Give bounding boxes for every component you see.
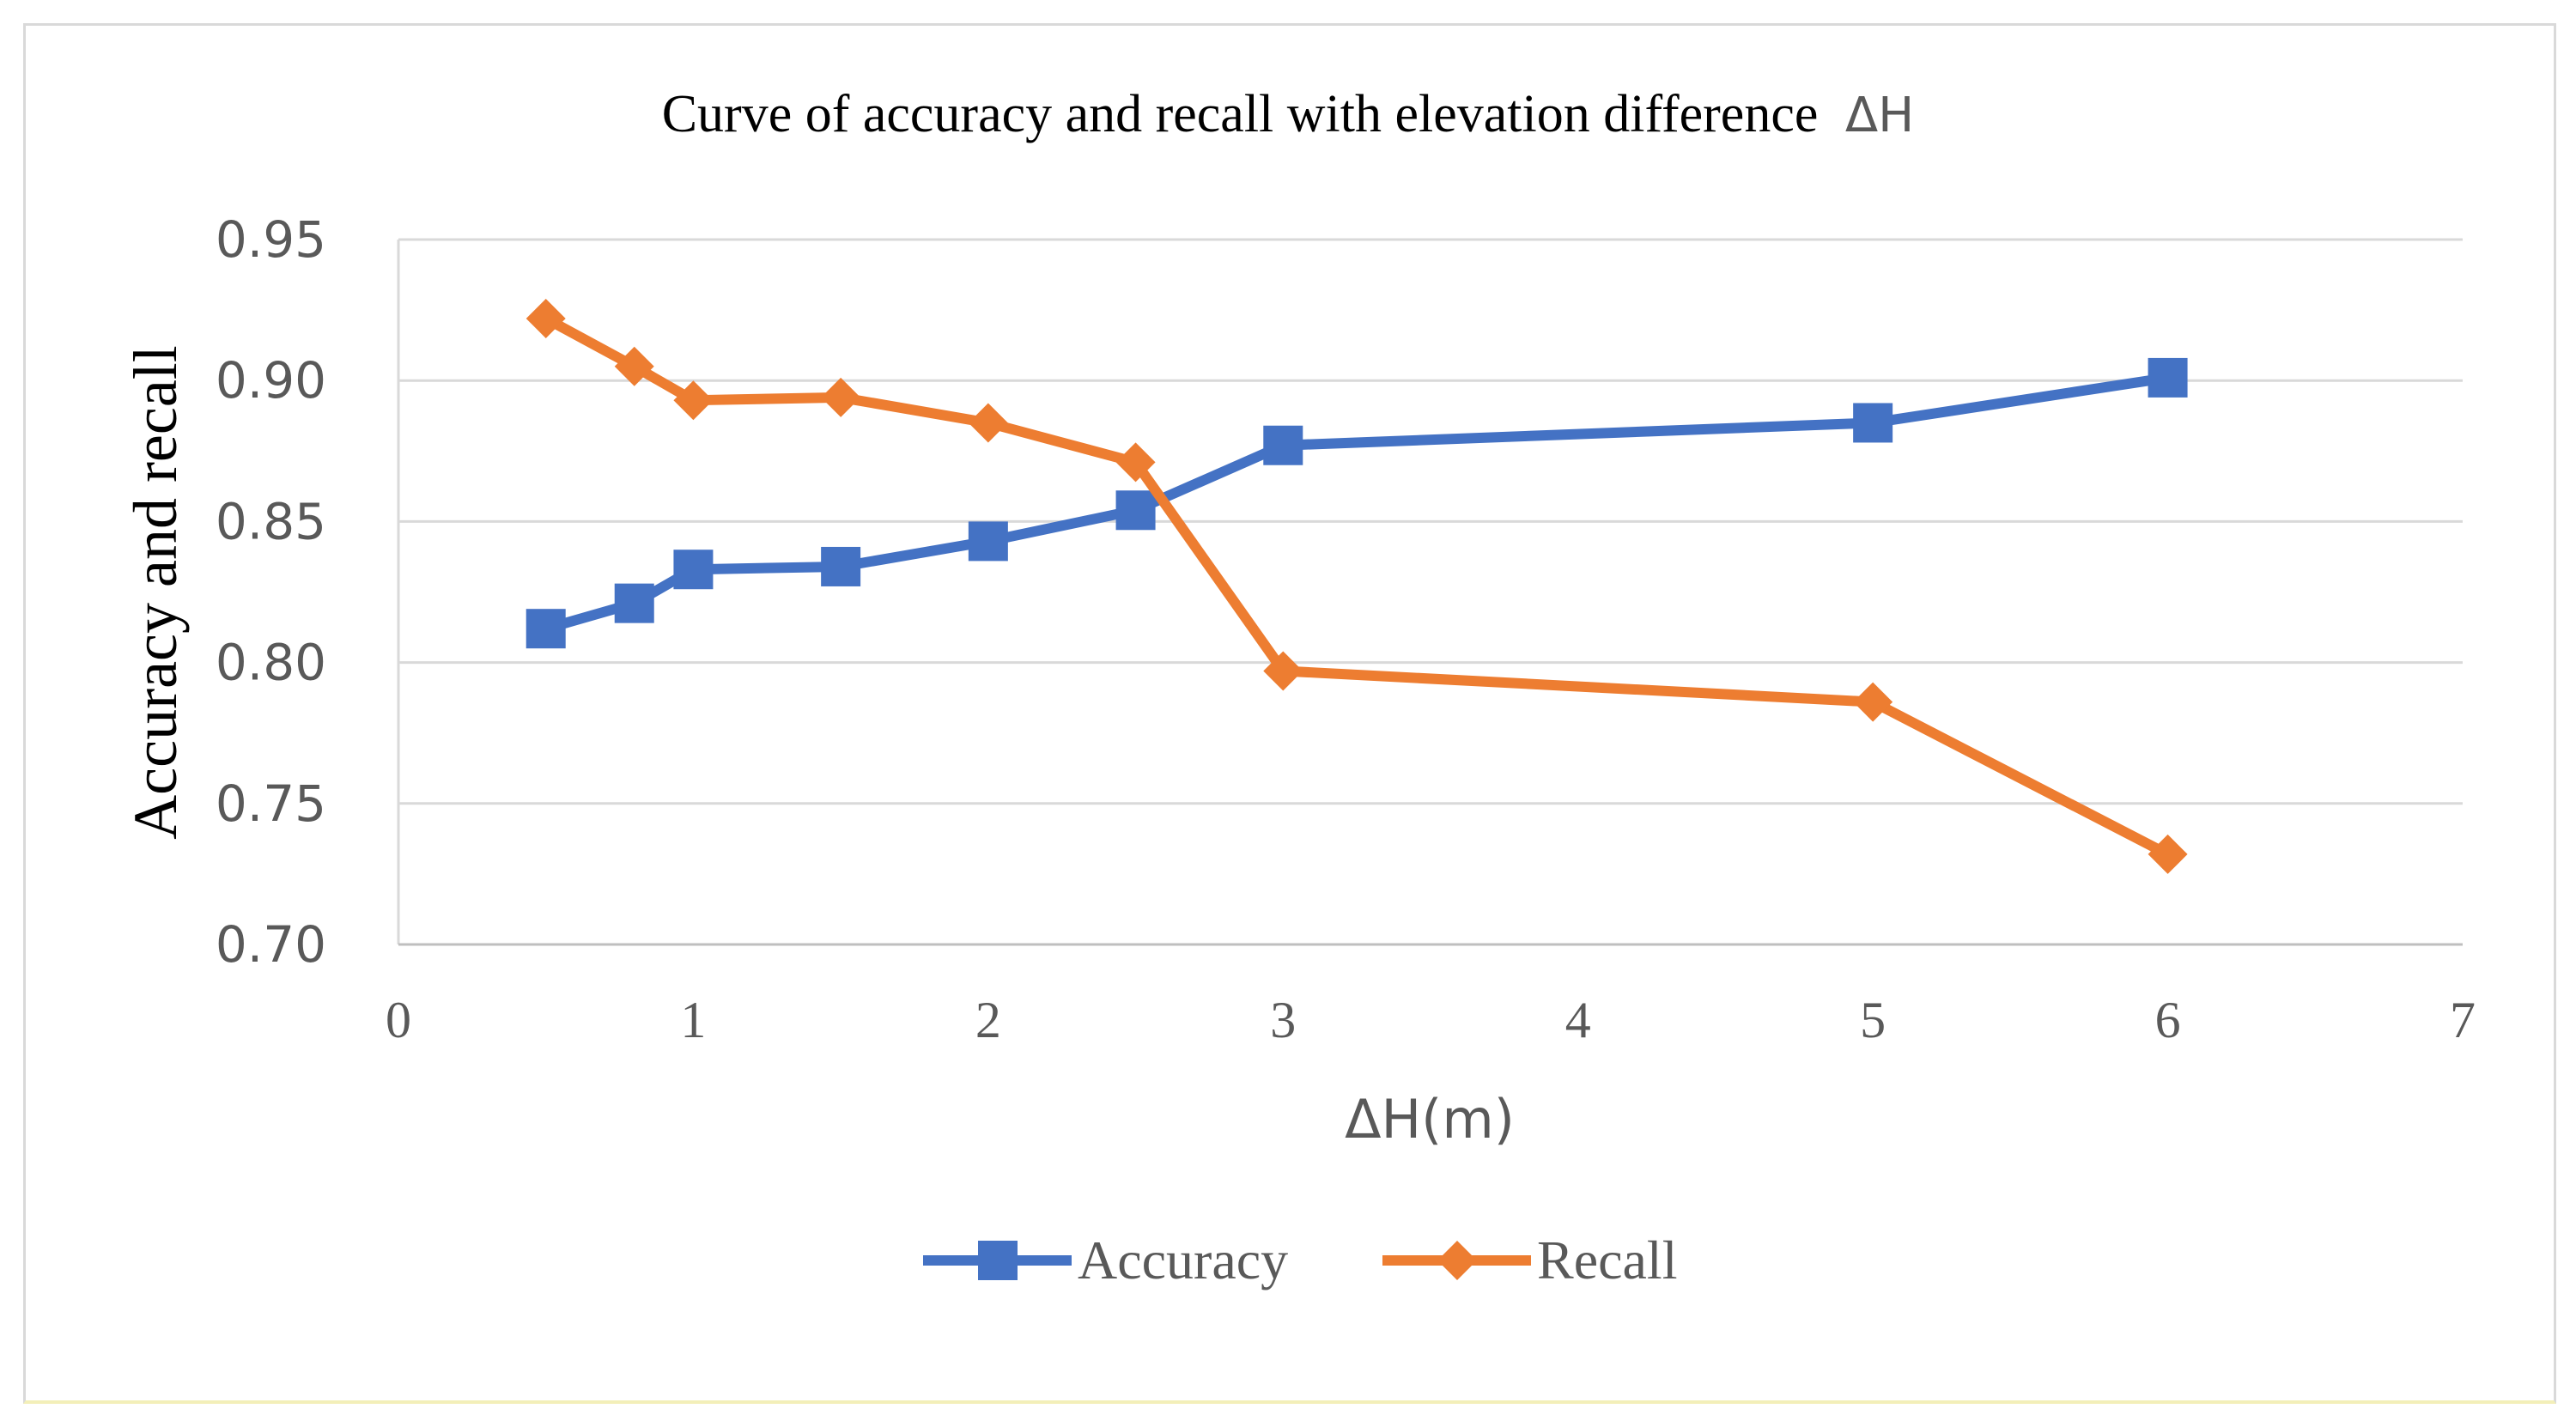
series-line-recall bbox=[540, 313, 2173, 859]
data-point-accuracy bbox=[1263, 425, 1303, 465]
chart-title: Curve of accuracy and recall with elevat… bbox=[662, 85, 1915, 143]
legend-item-recall: Recall bbox=[1382, 1230, 1677, 1290]
data-point-accuracy bbox=[526, 609, 566, 649]
y-tick-label: 0.95 bbox=[216, 210, 326, 269]
y-tick-label: 0.90 bbox=[216, 351, 326, 410]
data-point-accuracy bbox=[821, 546, 861, 586]
x-tick-label: 6 bbox=[2155, 992, 2181, 1048]
data-point-accuracy bbox=[1853, 403, 1893, 443]
x-tick-label: 1 bbox=[680, 992, 706, 1048]
series-accuracy bbox=[526, 357, 2188, 649]
legend-item-accuracy: Accuracy bbox=[923, 1230, 1288, 1290]
data-point-recall bbox=[614, 346, 654, 386]
y-axis-label: Accuracy and recall bbox=[121, 345, 190, 840]
chart-title-symbol: ΔH bbox=[1845, 88, 1914, 143]
data-point-accuracy bbox=[614, 583, 654, 623]
chart-title-text: Curve of accuracy and recall with elevat… bbox=[662, 85, 1819, 143]
gridlines bbox=[398, 238, 2463, 805]
series-line-accuracy bbox=[540, 372, 2173, 635]
axes bbox=[397, 240, 2463, 946]
legend: Accuracy Recall bbox=[923, 1230, 1677, 1290]
data-point-recall bbox=[1263, 651, 1303, 691]
data-point-recall bbox=[673, 380, 714, 421]
data-point-recall bbox=[968, 403, 1008, 443]
x-tick-label: 0 bbox=[386, 992, 411, 1048]
data-point-accuracy bbox=[968, 521, 1008, 562]
data-point-recall bbox=[1115, 442, 1156, 483]
legend-accuracy-label: Accuracy bbox=[1078, 1230, 1288, 1290]
x-tick-label: 2 bbox=[975, 992, 1001, 1048]
y-tick-label: 0.85 bbox=[216, 492, 326, 550]
data-point-recall bbox=[821, 377, 861, 417]
x-tick-label: 3 bbox=[1270, 992, 1296, 1048]
data-point-accuracy bbox=[1115, 490, 1156, 531]
x-tick-label: 5 bbox=[1860, 992, 1886, 1048]
data-point-recall bbox=[2148, 834, 2188, 874]
y-tick-labels: 0.70 0.75 0.80 0.85 0.90 0.95 bbox=[216, 210, 326, 974]
x-tick-label: 4 bbox=[1565, 992, 1591, 1048]
y-tick-label: 0.80 bbox=[216, 634, 326, 692]
legend-recall-label: Recall bbox=[1537, 1230, 1677, 1290]
data-point-recall bbox=[1853, 682, 1893, 722]
series-recall bbox=[526, 298, 2188, 874]
x-tick-label: 7 bbox=[2450, 992, 2476, 1048]
data-point-accuracy bbox=[2148, 357, 2188, 398]
x-tick-labels: 0 1 2 3 4 5 6 7 bbox=[386, 992, 2476, 1048]
chart-frame bbox=[23, 23, 2556, 1404]
data-point-recall bbox=[526, 298, 566, 338]
y-tick-label: 0.70 bbox=[216, 915, 326, 974]
data-point-accuracy bbox=[673, 550, 714, 590]
y-tick-label: 0.75 bbox=[216, 774, 326, 833]
series-lines bbox=[526, 298, 2188, 874]
legend-recall-marker bbox=[1437, 1241, 1477, 1280]
x-axis-label: ΔH(m) bbox=[1345, 1088, 1515, 1151]
legend-accuracy-marker bbox=[978, 1241, 1018, 1280]
